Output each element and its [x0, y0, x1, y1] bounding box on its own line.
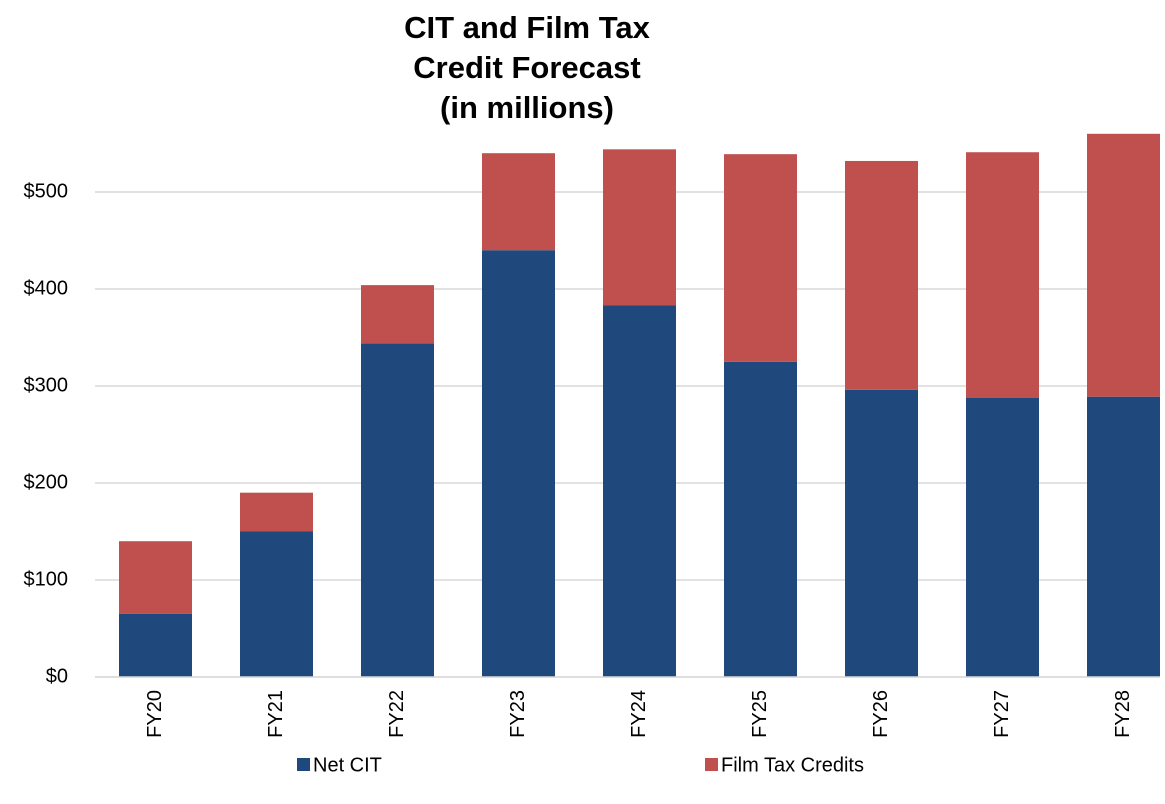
y-tick-label: $400 [24, 277, 69, 299]
chart-title: (in millions) [440, 90, 614, 125]
bar-segment [966, 397, 1039, 677]
bar-segment [603, 305, 676, 677]
x-tick-label: FY27 [991, 690, 1013, 738]
legend-label: Film Tax Credits [721, 754, 864, 776]
x-tick-label: FY22 [386, 690, 408, 738]
bar-segment [361, 343, 434, 677]
x-tick-label: FY28 [1112, 690, 1134, 738]
chart-title: CIT and Film Tax [404, 10, 650, 45]
y-tick-label: $100 [24, 568, 69, 590]
bar-segment [845, 160, 918, 390]
bar-segment [1087, 396, 1160, 677]
x-tick-label: FY24 [628, 690, 650, 738]
y-tick-label: $500 [24, 180, 69, 202]
bar-segment [482, 250, 555, 677]
bar-segment [724, 154, 797, 362]
legend-swatch [705, 758, 718, 771]
x-tick-label: FY20 [144, 690, 166, 738]
bar-segment [119, 613, 192, 677]
y-tick-label: $200 [24, 471, 69, 493]
bar-segment [482, 153, 555, 251]
legend-swatch [297, 758, 310, 771]
x-tick-label: FY25 [749, 690, 771, 738]
bar-segment [845, 389, 918, 677]
x-tick-label: FY23 [507, 690, 529, 738]
x-tick-label: FY26 [870, 690, 892, 738]
bar-segment [1087, 133, 1160, 397]
bar-segment [240, 492, 313, 532]
y-tick-label: $300 [24, 374, 69, 396]
bar-segment [240, 531, 313, 677]
bar-segment [966, 152, 1039, 398]
bar-segment [119, 541, 192, 614]
x-tick-label: FY21 [265, 690, 287, 738]
y-tick-label: $0 [46, 665, 68, 687]
legend-label: Net CIT [313, 754, 382, 776]
chart-title: Credit Forecast [413, 50, 640, 85]
bar-segment [724, 361, 797, 677]
bar-segment [603, 149, 676, 306]
bar-segment [361, 285, 434, 344]
